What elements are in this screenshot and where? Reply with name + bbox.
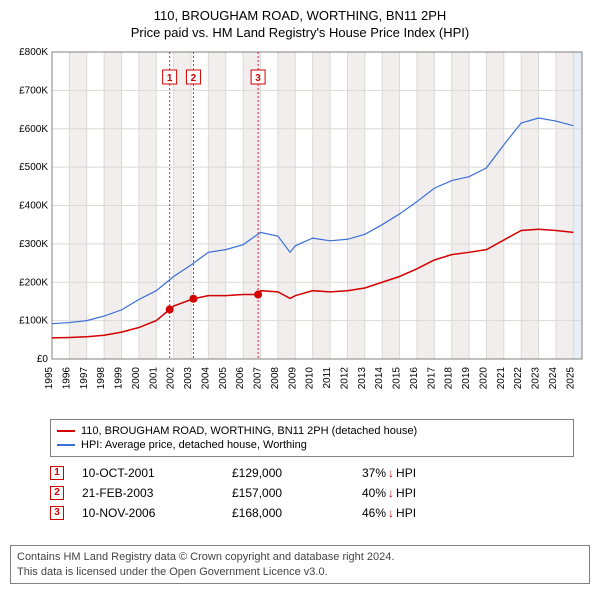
- sale-badge-number: 1: [167, 73, 173, 84]
- x-tick-label: 1995: [44, 366, 55, 389]
- page-title: 110, BROUGHAM ROAD, WORTHING, BN11 2PH: [10, 8, 590, 25]
- x-tick-label: 2021: [496, 366, 507, 389]
- x-tick-label: 2004: [200, 366, 211, 389]
- x-tick-label: 2025: [565, 366, 576, 389]
- x-tick-label: 2016: [409, 366, 420, 389]
- y-tick-label: £300K: [19, 239, 48, 250]
- legend: 110, BROUGHAM ROAD, WORTHING, BN11 2PH (…: [50, 419, 574, 457]
- y-tick-label: £100K: [19, 315, 48, 326]
- x-tick-label: 1996: [61, 366, 72, 389]
- legend-item: HPI: Average price, detached house, Wort…: [57, 438, 567, 452]
- sales-date: 10-NOV-2006: [82, 506, 232, 520]
- footer-line2: This data is licensed under the Open Gov…: [17, 565, 583, 579]
- x-tick-label: 2017: [426, 366, 437, 389]
- y-tick-label: £200K: [19, 277, 48, 288]
- footer: Contains HM Land Registry data © Crown c…: [10, 545, 590, 584]
- sales-badge: 1: [50, 466, 64, 480]
- x-tick-label: 1998: [96, 366, 107, 389]
- y-tick-label: £700K: [19, 85, 48, 96]
- sales-hpi-label: HPI: [396, 466, 416, 480]
- series-marker: [166, 305, 174, 313]
- sales-hpi: 37% ↓ HPI: [362, 466, 416, 480]
- sales-row: 2 21-FEB-2003£157,00040% ↓ HPI: [50, 483, 574, 503]
- legend-label: HPI: Average price, detached house, Wort…: [81, 439, 307, 451]
- down-arrow-icon: ↓: [388, 466, 394, 480]
- chart: £0 £100K £200K £300K £400K £500K £600K £700K £80…: [10, 48, 590, 413]
- y-tick-label: £500K: [19, 162, 48, 173]
- legend-label: 110, BROUGHAM ROAD, WORTHING, BN11 2PH (…: [81, 425, 417, 437]
- legend-item: 110, BROUGHAM ROAD, WORTHING, BN11 2PH (…: [57, 424, 567, 438]
- x-tick-label: 2010: [305, 366, 316, 389]
- sales-hpi-label: HPI: [396, 506, 416, 520]
- series-marker: [189, 295, 197, 303]
- y-tick-label: £600K: [19, 124, 48, 135]
- x-tick-label: 1999: [114, 366, 125, 389]
- chart-svg: £0 £100K £200K £300K £400K £500K £600K £700K £80…: [10, 48, 590, 413]
- sales-row: 1 10-OCT-2001£129,00037% ↓ HPI: [50, 463, 574, 483]
- sale-badge-number: 3: [255, 73, 261, 84]
- x-tick-label: 2022: [513, 366, 524, 389]
- x-tick-label: 2003: [183, 366, 194, 389]
- x-tick-label: 2015: [392, 366, 403, 389]
- sales-badge: 3: [50, 506, 64, 520]
- legend-swatch: [57, 444, 75, 446]
- sales-pct: 46%: [362, 506, 386, 520]
- x-tick-label: 2024: [548, 366, 559, 389]
- x-tick-label: 2013: [357, 366, 368, 389]
- x-tick-label: 2019: [461, 366, 472, 389]
- x-tick-label: 2002: [166, 366, 177, 389]
- series-marker: [254, 290, 262, 298]
- sales-hpi: 40% ↓ HPI: [362, 486, 416, 500]
- x-tick-label: 2023: [531, 366, 542, 389]
- x-tick-label: 2001: [148, 366, 159, 389]
- legend-swatch: [57, 430, 75, 432]
- page-subtitle: Price paid vs. HM Land Registry's House …: [10, 25, 590, 42]
- sales-pct: 37%: [362, 466, 386, 480]
- x-tick-label: 2014: [374, 366, 385, 389]
- sales-table: 1 10-OCT-2001£129,00037% ↓ HPI 2 21-FEB-200…: [50, 463, 574, 523]
- down-arrow-icon: ↓: [388, 506, 394, 520]
- x-tick-label: 2009: [287, 366, 298, 389]
- sales-badge: 2: [50, 486, 64, 500]
- y-tick-label: £400K: [19, 200, 48, 211]
- sales-price: £129,000: [232, 466, 362, 480]
- footer-line1: Contains HM Land Registry data © Crown c…: [17, 550, 583, 564]
- y-tick-label: £0: [37, 354, 49, 365]
- x-tick-label: 2005: [218, 366, 229, 389]
- x-tick-label: 2008: [270, 366, 281, 389]
- y-tick-label: £800K: [19, 48, 48, 58]
- x-tick-label: 2007: [253, 366, 264, 389]
- page: 110, BROUGHAM ROAD, WORTHING, BN11 2PH P…: [0, 0, 600, 590]
- sales-pct: 40%: [362, 486, 386, 500]
- sale-badge-number: 2: [191, 73, 197, 84]
- sales-row: 3 10-NOV-2006£168,00046% ↓ HPI: [50, 503, 574, 523]
- x-tick-label: 2012: [339, 366, 350, 389]
- sales-date: 10-OCT-2001: [82, 466, 232, 480]
- down-arrow-icon: ↓: [388, 486, 394, 500]
- x-tick-label: 2006: [235, 366, 246, 389]
- sales-price: £157,000: [232, 486, 362, 500]
- x-tick-label: 1997: [79, 366, 90, 389]
- sales-date: 21-FEB-2003: [82, 486, 232, 500]
- x-tick-label: 2011: [322, 366, 333, 388]
- x-tick-label: 2000: [131, 366, 142, 389]
- sales-hpi: 46% ↓ HPI: [362, 506, 416, 520]
- sales-hpi-label: HPI: [396, 486, 416, 500]
- sales-price: £168,000: [232, 506, 362, 520]
- x-tick-label: 2018: [444, 366, 455, 389]
- x-tick-label: 2020: [478, 366, 489, 389]
